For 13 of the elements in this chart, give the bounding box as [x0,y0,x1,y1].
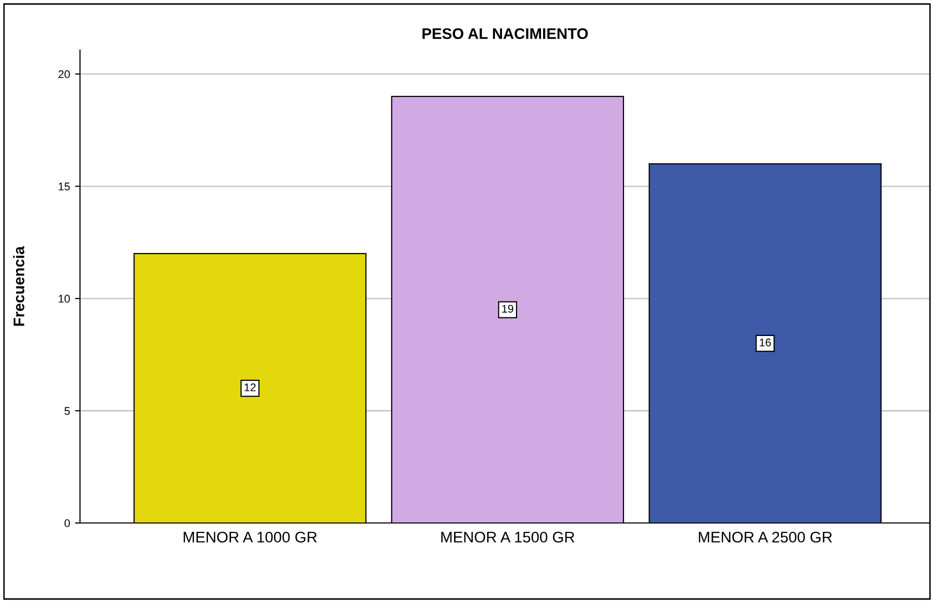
y-axis-title: Frecuencia [13,246,24,326]
y-tick-label: 15 [58,182,70,190]
y-tick-label: 5 [64,407,70,415]
y-tick-label: 20 [58,70,70,78]
data-label: 12 [244,383,256,392]
x-tick-label: MENOR A 1500 GR [441,532,574,543]
x-tick-label: MENOR A 2500 GR [698,532,832,543]
data-label: 16 [760,338,771,346]
y-tick-label: 10 [58,294,70,303]
x-tick-label: MENOR A 1000 GR [184,532,317,543]
chart-title: PESO AL NACIMIENTO [422,28,588,40]
data-label: 19 [502,304,514,313]
y-tick-label: 0 [64,519,70,528]
